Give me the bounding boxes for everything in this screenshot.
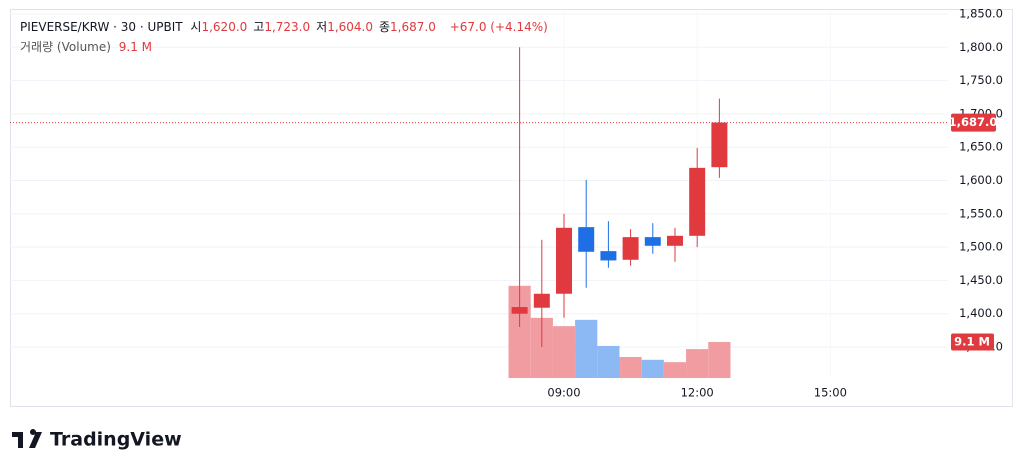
- volume-bar: [686, 349, 709, 378]
- brand: TradingView: [50, 429, 182, 451]
- volume-bar: [708, 341, 731, 378]
- ohlc-text: 1,687.0: [390, 20, 436, 34]
- volume-name: 거래량 (Volume): [20, 40, 111, 54]
- volume-bar: [663, 362, 687, 378]
- candle-body: [600, 251, 617, 261]
- x-tick-label: 12:00: [681, 386, 714, 400]
- ohlc-text: 1,723.0: [264, 20, 311, 34]
- ohlc-key: 저: [316, 20, 328, 34]
- ohlc-text: 1,604.0: [327, 20, 373, 34]
- ohlc-text: 1,620.0: [201, 20, 248, 34]
- volume-last: 9.1 M: [118, 40, 153, 54]
- volume-bar: [530, 317, 553, 378]
- candle-layer: [511, 47, 728, 348]
- price-badge: [951, 113, 996, 132]
- volume-bar: [619, 357, 642, 378]
- y-tick-label: 1,400.0: [959, 306, 1003, 320]
- candle-body: [666, 235, 683, 246]
- y-tick-label: 1,450.0: [959, 273, 1003, 287]
- chart-frame: [10, 9, 1013, 407]
- ohlc: 시1,620.0 고1,723.0 저1,604.0 종1,687.0: [190, 20, 441, 34]
- y-tick-label: 1,500.0: [959, 240, 1003, 254]
- y-tick-label: 1,750.0: [959, 73, 1003, 87]
- candle-body: [689, 167, 706, 236]
- candle-body: [533, 293, 550, 308]
- volume-badge: [951, 333, 994, 351]
- volume-bar: [597, 345, 620, 378]
- logo-icon: [12, 429, 42, 448]
- volume-layer: [508, 285, 731, 378]
- ohlc-key: 종: [379, 20, 391, 34]
- volume-bar: [552, 326, 576, 378]
- price-badge-label: 1,687.0: [949, 115, 998, 129]
- change: +67.0 (+4.14%): [449, 20, 548, 34]
- y-tick-label: 1,650.0: [959, 140, 1003, 154]
- axes: 1,350.01,400.01,450.01,500.01,550.01,600…: [10, 6, 1003, 400]
- x-tick-label: 15:00: [814, 386, 847, 400]
- volume-legend: 거래량 (Volume) 9.1 M: [20, 38, 156, 55]
- y-tick-label: 1,850.0: [959, 6, 1003, 20]
- candle-body: [556, 227, 573, 294]
- candle-body: [622, 237, 639, 260]
- ohlc-key: 고: [253, 20, 265, 34]
- logo: TradingView: [12, 429, 182, 451]
- x-tick-label: 09:00: [547, 386, 580, 400]
- candle-body: [578, 227, 595, 252]
- candle-body: [644, 237, 661, 246]
- candle-body: [511, 307, 528, 314]
- y-tick-label: 1,600.0: [959, 173, 1003, 187]
- symbol: PIEVERSE/KRW · 30 · UPBIT: [20, 20, 183, 34]
- ohlc-key: 시: [190, 20, 202, 34]
- y-tick-label: 1,800.0: [959, 40, 1003, 54]
- volume-bar: [641, 359, 664, 378]
- volume-bar: [575, 319, 598, 378]
- legend-row: PIEVERSE/KRW · 30 · UPBIT 시1,620.0 고1,723…: [20, 18, 552, 35]
- candle-body: [711, 122, 728, 168]
- volume-badge-label: 9.1 M: [954, 334, 990, 348]
- y-tick-label: 1,550.0: [959, 206, 1003, 220]
- grid: [10, 10, 948, 378]
